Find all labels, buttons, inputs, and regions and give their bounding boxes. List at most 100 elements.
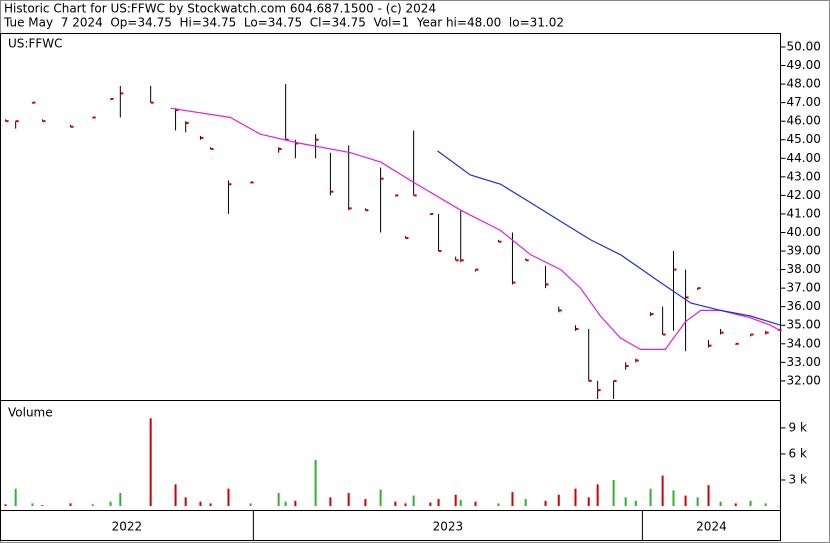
volume-bar: [749, 500, 752, 506]
volume-bar: [294, 500, 297, 506]
close-tick: [42, 120, 46, 123]
close-tick: [475, 268, 479, 271]
y-tick-label: 48.00: [787, 77, 821, 91]
close-tick: [525, 259, 529, 262]
y-tick-label: 34.00: [787, 336, 821, 350]
volume-bar: [91, 504, 94, 506]
close-tick: [330, 190, 334, 193]
close-tick: [498, 240, 502, 243]
volume-bar: [284, 501, 287, 506]
symbol-label: US:FFWC: [8, 37, 63, 51]
close-tick: [708, 344, 712, 347]
volume-bar: [459, 499, 462, 506]
volume-bar: [184, 497, 187, 506]
close-tick: [625, 365, 629, 368]
volume-bar: [277, 492, 280, 506]
close-tick: [210, 148, 214, 151]
volume-bar: [587, 497, 590, 506]
y-tick-label: 47.00: [787, 95, 821, 109]
close-tick: [460, 259, 464, 262]
y-tick-label: 35.00: [787, 318, 821, 332]
close-tick: [92, 116, 96, 119]
volume-bar: [347, 492, 350, 506]
close-tick: [635, 359, 639, 362]
y-tick-label: 49.00: [787, 58, 821, 72]
close-tick: [438, 250, 442, 253]
y-tick-label: 44.00: [787, 151, 821, 165]
volume-bar: [649, 488, 652, 506]
close-tick: [315, 138, 319, 141]
volume-bar: [379, 489, 382, 506]
close-tick: [295, 142, 299, 145]
volume-bar: [41, 505, 44, 506]
close-tick: [175, 109, 179, 112]
close-tick: [750, 333, 754, 336]
close-tick: [588, 379, 592, 382]
close-tick: [765, 331, 769, 334]
volume-bar: [199, 501, 202, 506]
volume-label: Volume: [8, 406, 53, 420]
volume-bar: [596, 484, 599, 506]
chart-title: Historic Chart for US:FFWC by Stockwatch…: [4, 2, 436, 16]
volume-bar: [497, 503, 500, 506]
volume-bar: [412, 495, 415, 506]
close-tick: [685, 296, 689, 299]
chart-subtitle: Tue May 7 2024 Op=34.75 Hi=34.75 Lo=34.7…: [3, 16, 564, 30]
close-tick: [15, 120, 19, 123]
volume-bar: [149, 418, 152, 506]
volume-bar: [209, 503, 212, 506]
y-tick-label: 33.00: [787, 355, 821, 369]
volume-bar: [474, 501, 477, 506]
volume-bar: [544, 500, 547, 506]
volume-tick-label: 6 k: [789, 446, 807, 460]
y-tick-label: 36.00: [787, 299, 821, 313]
close-tick: [285, 138, 289, 141]
volume-bar: [612, 479, 615, 506]
volume-bar: [734, 503, 737, 506]
close-tick: [32, 101, 36, 104]
close-tick: [250, 181, 254, 184]
year-band: [0, 510, 781, 541]
volume-bar: [109, 501, 112, 506]
y-tick-label: 42.00: [787, 188, 821, 202]
moving-average: [437, 150, 781, 326]
volume-bar: [661, 475, 664, 506]
price-panel: [0, 33, 781, 401]
close-tick: [673, 268, 677, 271]
year-label: 2023: [433, 520, 464, 534]
volume-bar: [707, 485, 710, 506]
moving-average: [170, 107, 781, 350]
volume-bar: [524, 499, 527, 506]
close-tick: [228, 183, 232, 186]
close-tick: [575, 327, 579, 330]
y-tick-label: 45.00: [787, 132, 821, 146]
volume-bar: [314, 460, 317, 506]
close-tick: [348, 207, 352, 210]
volume-tick-label: 9 k: [789, 420, 807, 434]
y-tick-label: 32.00: [787, 373, 821, 387]
y-tick-label: 46.00: [787, 114, 821, 128]
close-tick: [405, 237, 409, 240]
volume-bar: [227, 488, 230, 506]
volume-bar: [634, 500, 637, 506]
volume-bar: [574, 488, 577, 506]
volume-bar: [119, 492, 122, 506]
close-tick: [185, 122, 189, 125]
volume-bar: [684, 495, 687, 506]
close-tick: [70, 125, 74, 128]
volume-bar: [696, 497, 699, 506]
close-tick: [720, 331, 724, 334]
close-tick: [597, 389, 601, 392]
volume-bar: [557, 494, 560, 506]
close-tick: [413, 194, 417, 197]
y-tick-label: 37.00: [787, 281, 821, 295]
y-tick-label: 39.00: [787, 244, 821, 258]
volume-bar: [437, 499, 440, 506]
close-tick: [365, 209, 369, 212]
volume-tick-label: 3 k: [789, 472, 807, 486]
volume-bar: [174, 484, 177, 506]
close-tick: [120, 92, 124, 95]
volume-bar: [31, 503, 34, 506]
close-tick: [200, 136, 204, 139]
